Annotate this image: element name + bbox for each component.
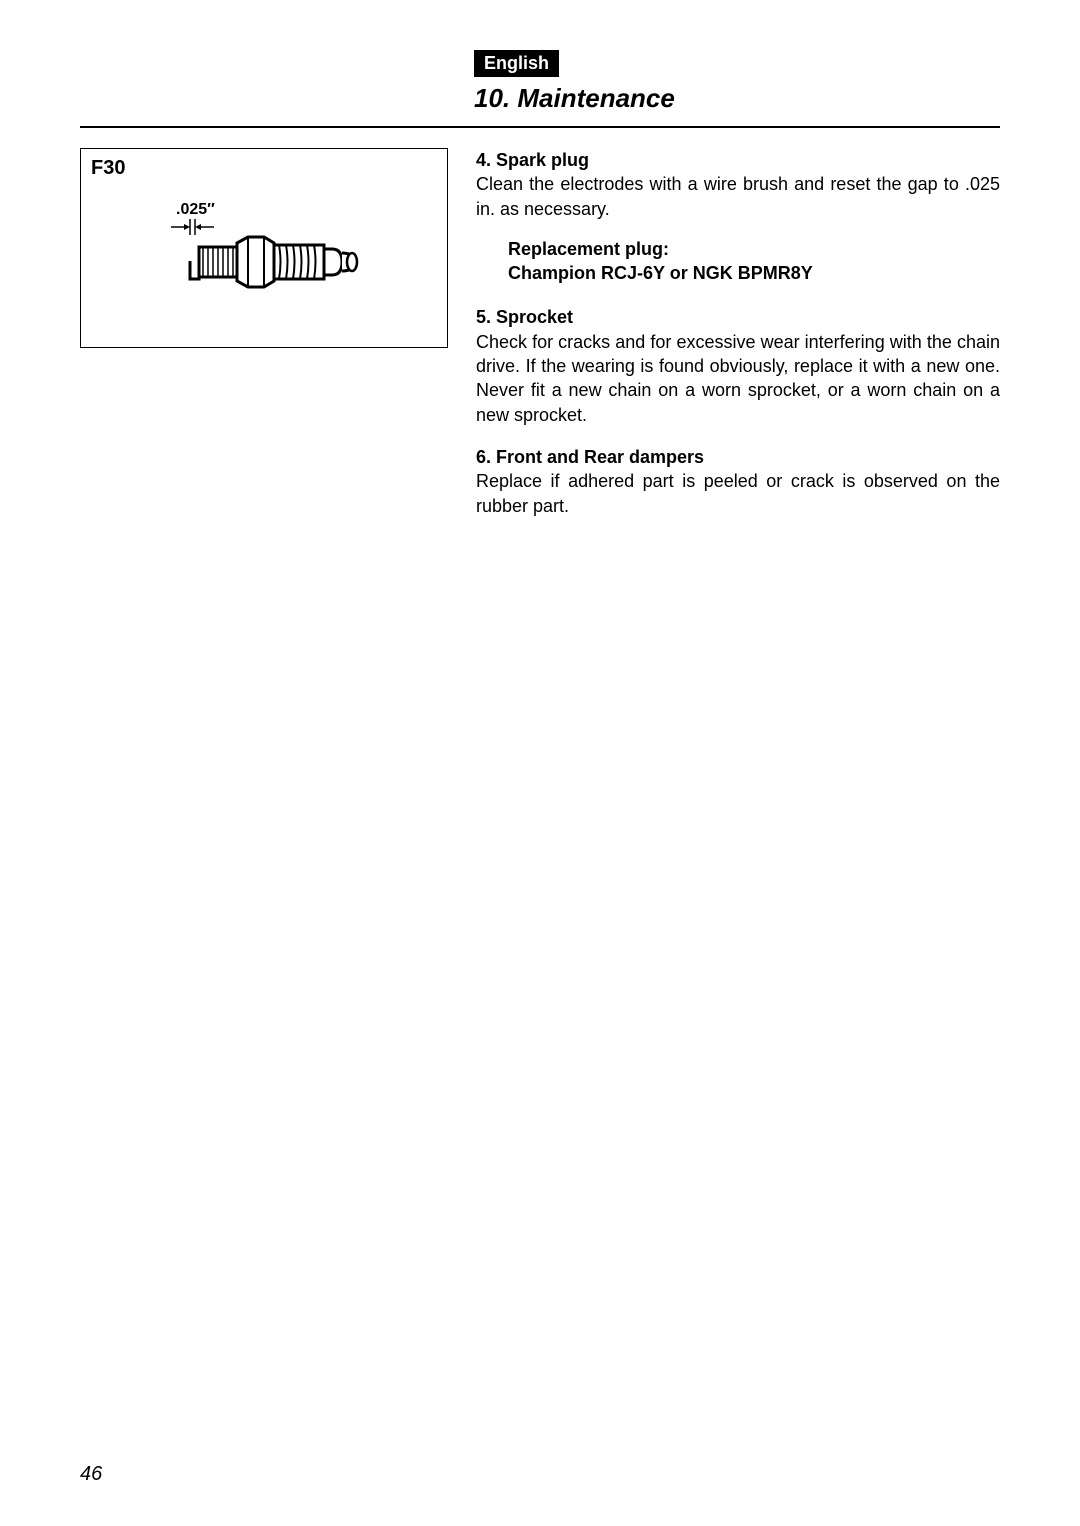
sprocket-body: Check for cracks and for excessive wear … [476,330,1000,427]
replacement-plug-body: Champion RCJ-6Y or NGK BPMR8Y [508,261,1000,285]
figure-label: F30 [91,157,125,180]
dampers-body: Replace if adhered part is peeled or cra… [476,469,1000,518]
spark-plug-body: Clean the electrodes with a wire brush a… [476,172,1000,221]
replacement-plug-heading: Replacement plug: [508,237,1000,261]
text-column: 4. Spark plug Clean the electrodes with … [476,148,1000,534]
sprocket-heading: 5. Sprocket [476,305,1000,329]
divider-line [80,126,1000,128]
page-number: 46 [80,1463,102,1486]
figure-box: F30 .025″ [80,148,448,348]
language-badge: English [474,50,559,77]
dampers-heading: 6. Front and Rear dampers [476,445,1000,469]
spark-plug-heading: 4. Spark plug [476,148,1000,172]
content-area: F30 .025″ [80,148,1000,534]
spark-plug-diagram [166,199,376,329]
section-title: 10. Maintenance [474,83,1000,114]
replacement-plug-block: Replacement plug: Champion RCJ-6Y or NGK… [508,237,1000,286]
